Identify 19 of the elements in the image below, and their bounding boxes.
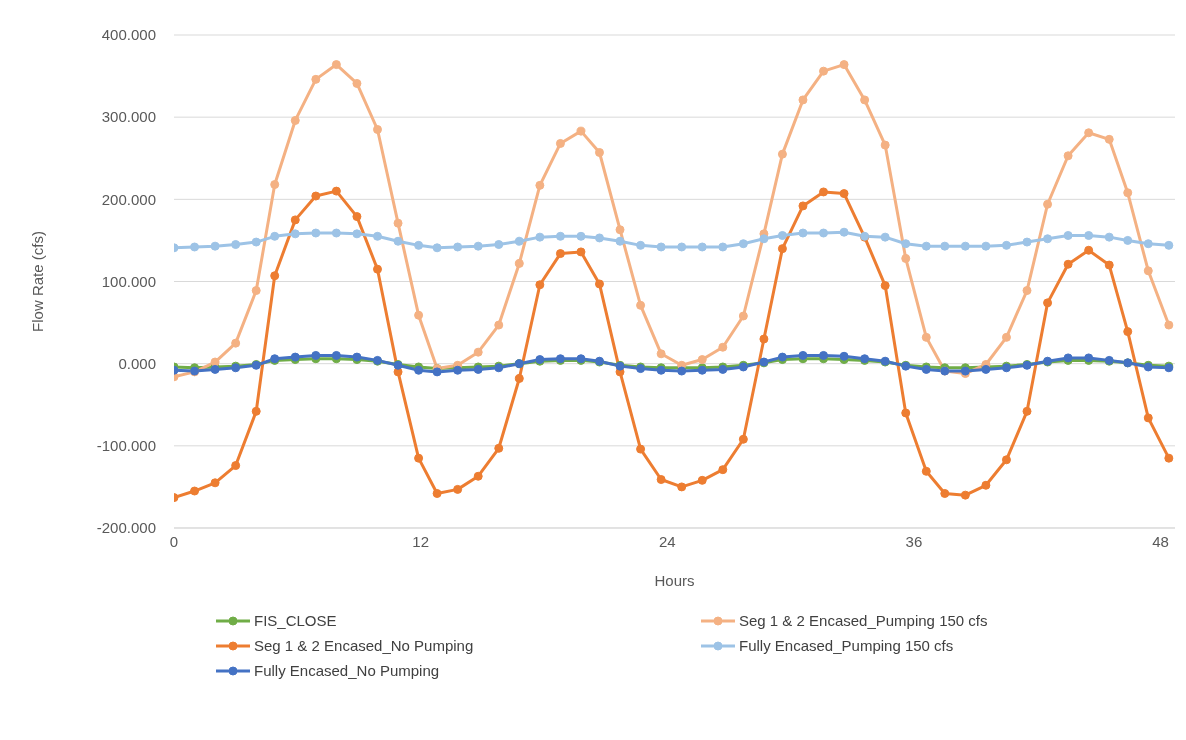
x-axis-title: Hours — [654, 572, 695, 589]
legend-label: Fully Encased_No Pumping — [254, 662, 440, 679]
legend-label: Seg 1 & 2 Encased_No Pumping — [254, 637, 474, 654]
x-tick-label: 24 — [658, 532, 676, 550]
legend-label: Seg 1 & 2 Encased_Pumping 150 cfs — [739, 612, 988, 629]
y-tick-label: -100.000 — [96, 437, 156, 455]
x-tick-label: 12 — [412, 532, 429, 550]
y-tick-label: 0.000 — [118, 354, 156, 372]
y-axis-title: Flow Rate (cfs) — [29, 231, 47, 332]
y-tick-label: 300.000 — [101, 108, 156, 126]
legend-label: FIS_CLOSE — [254, 612, 337, 629]
y-tick-label: 100.000 — [101, 272, 156, 290]
y-tick-label: 400.000 — [101, 26, 156, 44]
x-tick-label: 0 — [169, 532, 179, 550]
y-tick-label: 200.000 — [101, 190, 156, 208]
x-tick-label: 36 — [905, 532, 923, 550]
x-tick-label: 48 — [1152, 532, 1169, 550]
y-tick-label: -200.000 — [96, 519, 156, 537]
legend-label: Fully Encased_Pumping 150 cfs — [739, 637, 954, 654]
